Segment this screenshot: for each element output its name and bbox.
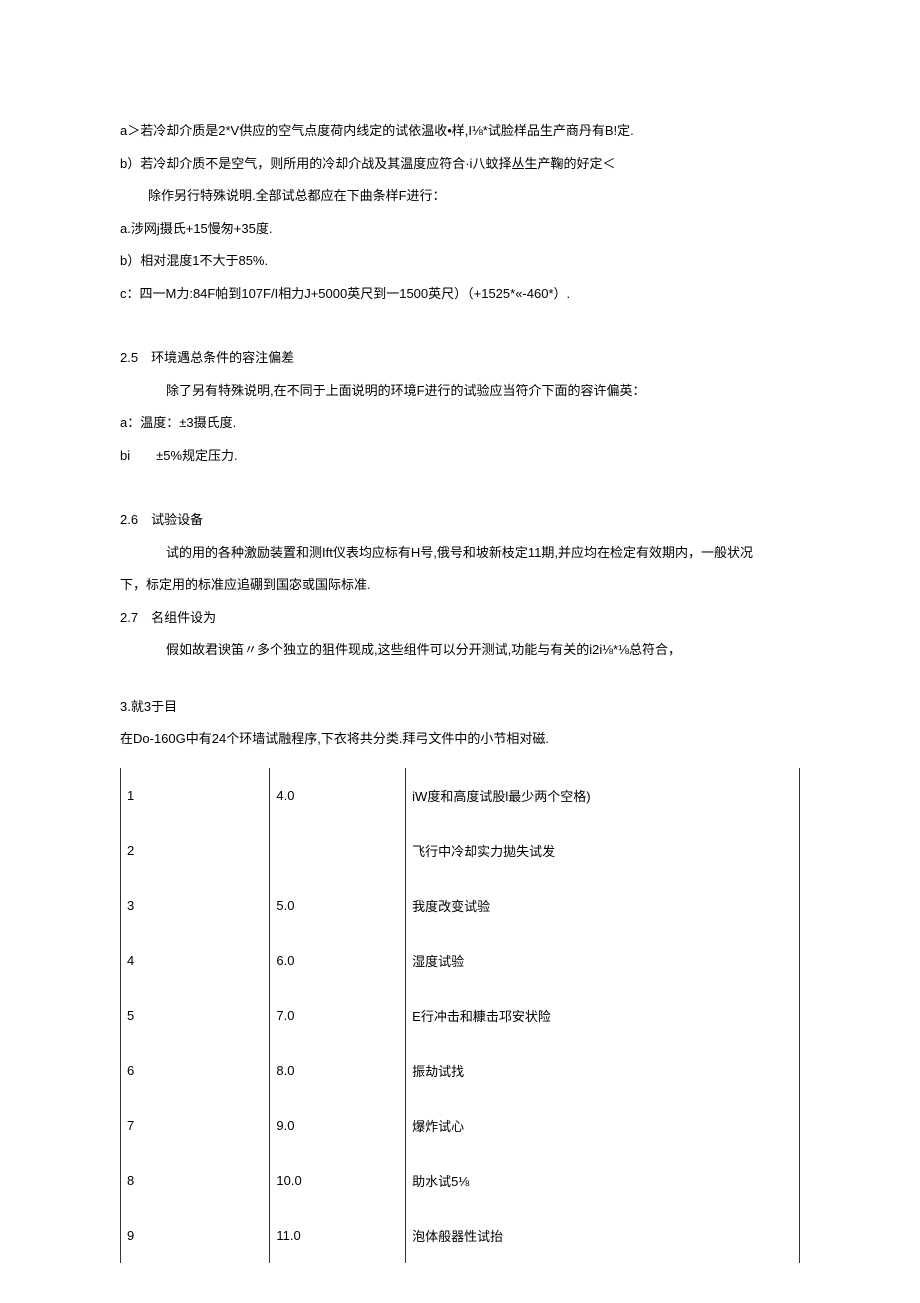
table-row: 79.0爆炸试心 <box>121 1098 800 1153</box>
table-cell: 6 <box>121 1043 270 1098</box>
table-row: 57.0E行冲击和糠击邛安状险 <box>121 988 800 1043</box>
line-b1-indent: 除作另行特殊说明.全部试总都应在下曲条样F进行： <box>120 180 800 213</box>
table-cell: 振劫试找 <box>406 1043 800 1098</box>
line-c1: c：四一M力:84F帕到107F/I相力J+5000英尺到一1500英尺）（+1… <box>120 278 800 311</box>
table-cell: 我度改变试验 <box>406 878 800 933</box>
table-cell: 湿度试验 <box>406 933 800 988</box>
table-row: 911.0泡体般器性试抬 <box>121 1208 800 1263</box>
table-cell: iW度和高度试股l最少两个空格) <box>406 768 800 823</box>
table-row: 810.0助水试5⅛ <box>121 1153 800 1208</box>
table-row: 68.0振劫试找 <box>121 1043 800 1098</box>
table-cell: 爆炸试心 <box>406 1098 800 1153</box>
section-2-5-b: bi ±5%规定压力. <box>120 440 800 473</box>
table-row: 14.0iW度和高度试股l最少两个空格) <box>121 768 800 823</box>
table-row: 35.0我度改变试验 <box>121 878 800 933</box>
table-cell: 3 <box>121 878 270 933</box>
table-cell: 10.0 <box>270 1153 406 1208</box>
section-2-7-body: 假如故君谀笛〃多个独立的狙件现成,这些组件可以分开测试,功能与有关的i2i⅛*⅛… <box>120 634 800 667</box>
table-cell: 5 <box>121 988 270 1043</box>
table-row: 46.0湿度试验 <box>121 933 800 988</box>
section-2-7-header: 2.7 名组件设为 <box>120 602 800 635</box>
line-a2: a.涉网j摄氏+15慢匆+35度. <box>120 213 800 246</box>
table-cell: 4.0 <box>270 768 406 823</box>
section-2-5-header: 2.5 环境遇总条件的容注偏差 <box>120 342 800 375</box>
procedures-table: 14.0iW度和高度试股l最少两个空格)2飞行中冷却实力拋失试发35.0我度改变… <box>120 768 800 1263</box>
table-cell: 助水试5⅛ <box>406 1153 800 1208</box>
section-3-header: 3.就3于目 <box>120 691 800 724</box>
table-cell: 1 <box>121 768 270 823</box>
table-cell: E行冲击和糠击邛安状险 <box>406 988 800 1043</box>
table-cell: 6.0 <box>270 933 406 988</box>
table-row: 2 飞行中冷却实力拋失试发 <box>121 823 800 878</box>
table-cell: 7 <box>121 1098 270 1153</box>
table-cell: 泡体般器性试抬 <box>406 1208 800 1263</box>
table-cell: 7.0 <box>270 988 406 1043</box>
section-2-6-body: 试的用的各种激励装置和测Ift仪表均应标有H号,俄号和坡新枝定11期,并应均在检… <box>120 537 800 570</box>
section-2-6-cont: 下，标定用的标准应追硼到国宓或国际标准. <box>120 569 800 602</box>
line-b2: b）相对混度1不大于85%. <box>120 245 800 278</box>
table-cell <box>270 823 406 878</box>
table-cell: 飞行中冷却实力拋失试发 <box>406 823 800 878</box>
table-cell: 11.0 <box>270 1208 406 1263</box>
section-2-5-body: 除了另有特殊说明,在不同于上面说明的环境F进行的试验应当符介下面的容许偏英： <box>120 375 800 408</box>
table-cell: 9.0 <box>270 1098 406 1153</box>
section-2-5-a: a：温度：±3摄氏度. <box>120 407 800 440</box>
table-cell: 2 <box>121 823 270 878</box>
line-b1: b）若冷却介质不是空气，则所用的冷却介战及其温度应符合·i八蚊择丛生产鞠的好定＜ <box>120 148 800 181</box>
line-a1: a＞若冷却介质是2*V供应的空气点度荷内线定的试依温收•样,I⅛*试脸样品生产商… <box>120 115 800 148</box>
table-cell: 4 <box>121 933 270 988</box>
section-2-6-header: 2.6 试验设备 <box>120 504 800 537</box>
section-3-body: 在Do-160G中有24个环墙试融程序,下衣将共分类.拜弓文件中的小节相对磁. <box>120 723 800 756</box>
table-cell: 9 <box>121 1208 270 1263</box>
table-cell: 8.0 <box>270 1043 406 1098</box>
table-cell: 5.0 <box>270 878 406 933</box>
table-cell: 8 <box>121 1153 270 1208</box>
